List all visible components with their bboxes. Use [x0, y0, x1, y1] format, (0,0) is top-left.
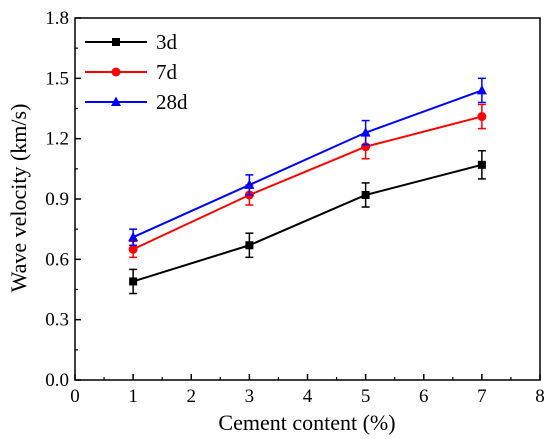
x-tick-label: 2: [187, 386, 197, 407]
x-tick-label: 3: [245, 386, 255, 407]
legend-marker: [112, 38, 120, 46]
data-point: [477, 160, 486, 169]
data-point: [244, 179, 255, 189]
y-tick-label: 1.2: [45, 129, 69, 150]
legend: 3d 7d 28d: [85, 30, 188, 114]
y-tick-label: 1.5: [45, 68, 69, 89]
legend-item-7d: 7d: [85, 60, 178, 84]
data-point: [129, 277, 138, 286]
x-tick-label: 8: [535, 386, 545, 407]
x-tick-label: 1: [128, 386, 138, 407]
legend-marker: [111, 96, 121, 106]
x-tick-label: 5: [361, 386, 371, 407]
series-3d: [129, 149, 486, 295]
y-axis-title: Wave velocity (km/s): [6, 104, 31, 293]
legend-label: 3d: [156, 30, 178, 54]
legend-item-28d: 28d: [85, 90, 188, 114]
series-line-7d: [132, 115, 483, 251]
x-tick-label: 7: [477, 386, 487, 407]
x-tick-label: 6: [419, 386, 429, 407]
x-axis-title: Cement content (%): [218, 410, 395, 435]
legend-item-3d: 3d: [85, 30, 178, 54]
series-7d: [128, 103, 487, 259]
data-point: [128, 231, 139, 242]
y-tick-label: 0.0: [45, 370, 69, 391]
data-point: [245, 241, 254, 250]
series-28d: [128, 77, 487, 247]
legend-label: 7d: [156, 60, 178, 84]
series-line-28d: [132, 89, 483, 239]
tick-labels: 0 1 2 3 4 5 6 7 8 0.0 0.3 0.6 0.9 1.2 1.5 1.8: [45, 8, 545, 407]
y-tick-label: 0.6: [45, 249, 69, 270]
axis-ticks: [74, 17, 541, 381]
data-point: [477, 112, 487, 122]
x-tick-label: 0: [70, 386, 80, 407]
series: [128, 77, 487, 295]
data-point: [360, 127, 371, 137]
data-point: [128, 244, 138, 254]
legend-label: 28d: [156, 90, 188, 114]
data-point: [476, 84, 487, 95]
x-tick-label: 4: [303, 386, 313, 407]
series-line-3d: [132, 163, 483, 283]
data-point: [361, 190, 370, 199]
legend-marker: [111, 67, 121, 77]
y-tick-label: 0.9: [45, 189, 69, 210]
y-tick-label: 1.8: [45, 8, 69, 29]
y-tick-label: 0.3: [45, 310, 69, 331]
